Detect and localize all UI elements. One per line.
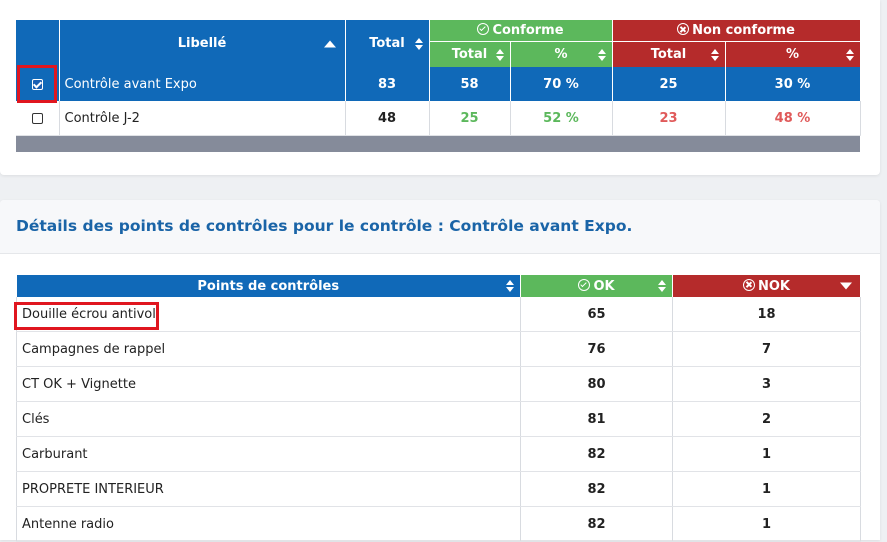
conforme-total-header[interactable]: Total bbox=[429, 41, 511, 67]
summary-card: Libellé Total Conforme Non conforme Tota… bbox=[0, 0, 880, 175]
check-circle-icon bbox=[477, 23, 490, 35]
point-ok: 82 bbox=[520, 506, 673, 542]
row-conforme-total: 25 bbox=[429, 101, 511, 136]
point-name: CT OK + Vignette bbox=[16, 366, 521, 402]
row-label: Contrôle J-2 bbox=[59, 101, 346, 136]
details-title: Détails des points de contrôles pour le … bbox=[16, 217, 633, 235]
details-row: Clés 81 2 bbox=[16, 401, 861, 437]
details-row: CT OK + Vignette 80 3 bbox=[16, 366, 861, 402]
row-checkbox-checked[interactable] bbox=[31, 78, 43, 90]
x-circle-icon bbox=[742, 278, 755, 291]
checkbox-highlight-box bbox=[17, 65, 57, 103]
total-header[interactable]: Total bbox=[345, 20, 430, 67]
sort-asc-icon[interactable] bbox=[323, 40, 336, 47]
point-nok: 1 bbox=[672, 471, 861, 507]
point-ok: 65 bbox=[520, 297, 673, 332]
non-conforme-pct-header[interactable]: % bbox=[725, 41, 861, 67]
x-circle-icon bbox=[677, 23, 690, 35]
point-nok: 7 bbox=[672, 331, 861, 367]
details-row: Douille écrou antivol 65 18 bbox=[16, 297, 861, 332]
sort-icon[interactable] bbox=[414, 37, 423, 50]
libelle-header-label: Libellé bbox=[177, 36, 227, 51]
point-nok: 1 bbox=[672, 436, 861, 472]
sort-icon[interactable] bbox=[710, 48, 719, 61]
sort-icon[interactable] bbox=[845, 48, 854, 61]
sort-icon[interactable] bbox=[658, 280, 666, 292]
row-checkbox[interactable] bbox=[31, 112, 43, 124]
row-select-cell[interactable] bbox=[16, 67, 60, 101]
row-non-conforme-pct: 48 % bbox=[725, 101, 861, 136]
point-ok: 82 bbox=[520, 436, 673, 472]
conforme-header: Conforme bbox=[429, 20, 613, 42]
row-non-conforme-total: 23 bbox=[612, 101, 726, 136]
points-header[interactable]: Points de contrôles bbox=[16, 275, 521, 297]
row-conforme-total: 58 bbox=[429, 67, 511, 101]
ok-header[interactable]: OK bbox=[520, 275, 673, 297]
non-conforme-header: Non conforme bbox=[612, 20, 861, 42]
point-nok: 3 bbox=[672, 366, 861, 402]
conforme-pct-label: % bbox=[554, 47, 568, 62]
row-conforme-pct: 52 % bbox=[510, 101, 613, 136]
summary-row-selected[interactable]: Contrôle avant Expo 83 58 70 % 25 30 % bbox=[16, 67, 861, 101]
point-nok: 2 bbox=[672, 401, 861, 437]
non-conforme-pct-label: % bbox=[785, 47, 800, 62]
nok-header-label: NOK bbox=[757, 278, 790, 294]
select-column-header bbox=[16, 20, 60, 67]
details-row: Antenne radio 82 1 bbox=[16, 506, 861, 542]
sort-desc-icon[interactable] bbox=[840, 282, 852, 290]
point-nok: 1 bbox=[672, 506, 861, 542]
details-row: Campagnes de rappel 76 7 bbox=[16, 331, 861, 367]
sort-icon[interactable] bbox=[597, 48, 606, 61]
point-nok: 18 bbox=[672, 297, 861, 332]
point-ok: 80 bbox=[520, 366, 673, 402]
details-row: PROPRETE INTERIEUR 82 1 bbox=[16, 471, 861, 507]
row-non-conforme-pct: 30 % bbox=[725, 67, 861, 101]
non-conforme-header-label: Non conforme bbox=[692, 23, 795, 38]
details-row: Carburant 82 1 bbox=[16, 436, 861, 472]
point-ok: 81 bbox=[520, 401, 673, 437]
point-name: PROPRETE INTERIEUR bbox=[16, 471, 521, 507]
row-total: 83 bbox=[345, 67, 430, 101]
row-label: Contrôle avant Expo bbox=[59, 67, 346, 101]
row-non-conforme-total: 25 bbox=[612, 67, 726, 101]
details-header: Détails des points de contrôles pour le … bbox=[0, 200, 880, 254]
conforme-pct-header[interactable]: % bbox=[510, 41, 613, 67]
point-ok: 76 bbox=[520, 331, 673, 367]
total-header-label: Total bbox=[369, 36, 405, 51]
libelle-header[interactable]: Libellé bbox=[59, 20, 346, 67]
sort-icon[interactable] bbox=[506, 280, 514, 292]
check-circle-icon bbox=[578, 278, 591, 291]
row-conforme-pct: 70 % bbox=[510, 67, 613, 101]
point-name: Campagnes de rappel bbox=[16, 331, 521, 367]
summary-row[interactable]: Contrôle J-2 48 25 52 % 23 48 % bbox=[16, 101, 861, 136]
non-conforme-total-label: Total bbox=[650, 47, 687, 62]
points-header-label: Points de contrôles bbox=[197, 278, 340, 294]
non-conforme-total-header[interactable]: Total bbox=[612, 41, 726, 67]
nok-header[interactable]: NOK bbox=[672, 275, 861, 297]
row-total: 48 bbox=[345, 101, 430, 136]
sort-icon[interactable] bbox=[495, 48, 504, 61]
ok-header-label: OK bbox=[593, 278, 615, 294]
conforme-total-label: Total bbox=[451, 47, 488, 62]
point-name: Carburant bbox=[16, 436, 521, 472]
conforme-header-label: Conforme bbox=[492, 23, 564, 38]
table-footer bbox=[16, 135, 861, 152]
point-name: Clés bbox=[16, 401, 521, 437]
point-ok: 82 bbox=[520, 471, 673, 507]
row-select-cell[interactable] bbox=[16, 101, 60, 136]
point-name: Antenne radio bbox=[16, 506, 521, 542]
point-highlight-box bbox=[14, 302, 159, 330]
summary-table: Libellé Total Conforme Non conforme Tota… bbox=[16, 20, 861, 152]
